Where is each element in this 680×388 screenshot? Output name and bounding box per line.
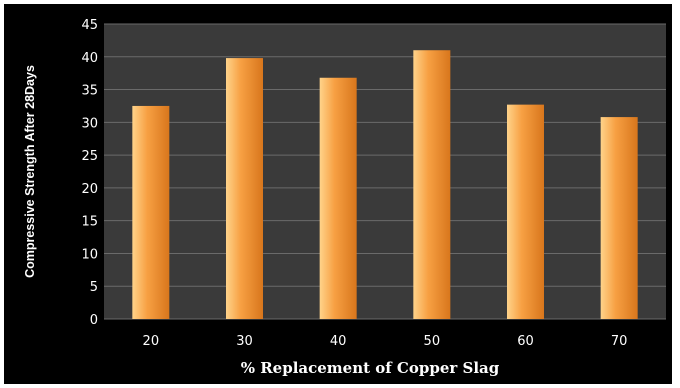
x-tick-labels: 20 30 40 50 60 70 [143, 334, 628, 349]
y-tick-label: 35 [81, 84, 98, 99]
x-tick-label: 30 [236, 334, 253, 349]
bar-60 [507, 104, 544, 319]
x-tick-label: 20 [143, 334, 160, 349]
bar-70 [600, 117, 638, 319]
bar-chart: 0 5 10 15 20 25 30 35 40 45 20 30 40 50 60 70 % Replac… [23, 18, 666, 377]
x-tick-label: 50 [424, 334, 441, 349]
x-tick-label: 60 [517, 334, 534, 349]
y-tick-label: 20 [81, 182, 98, 197]
bar-30 [226, 58, 263, 319]
bar-20 [132, 105, 170, 319]
x-axis-title: % Replacement of Copper Slag [241, 359, 500, 377]
y-tick-label: 5 [90, 280, 98, 295]
y-tick-label: 45 [81, 18, 98, 33]
x-tick-label: 40 [330, 334, 347, 349]
y-tick-label: 10 [81, 247, 98, 262]
x-tick-label: 70 [611, 334, 628, 349]
bar-40 [319, 77, 357, 319]
y-tick-label: 40 [81, 51, 98, 66]
y-tick-labels: 0 5 10 15 20 25 30 35 40 45 [81, 18, 98, 328]
bar-50 [413, 50, 451, 319]
y-tick-label: 15 [81, 215, 98, 230]
y-tick-label: 25 [81, 149, 98, 164]
y-tick-label: 0 [90, 313, 98, 328]
chart-frame: 0 5 10 15 20 25 30 35 40 45 20 30 40 50 60 70 % Replac… [4, 4, 672, 384]
y-axis-title: Compressive Strength After 28Days [23, 65, 37, 278]
y-tick-label: 30 [81, 116, 98, 131]
plot-area [104, 24, 666, 319]
bars [132, 50, 638, 319]
gridlines [104, 23, 666, 320]
